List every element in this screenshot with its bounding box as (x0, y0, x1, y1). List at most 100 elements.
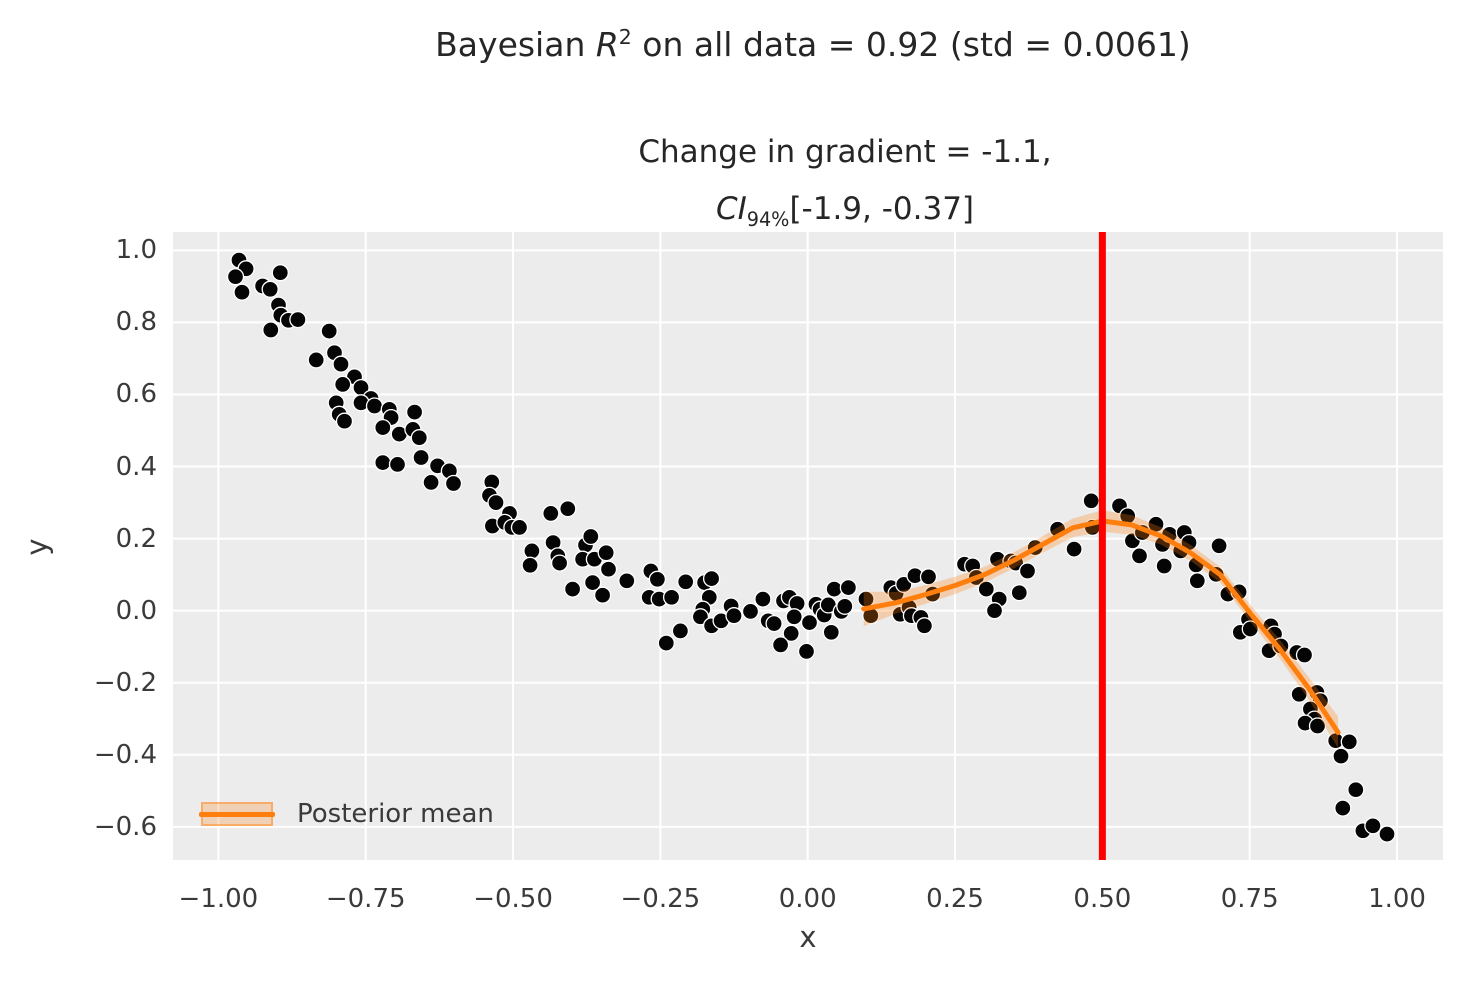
data-point (1188, 572, 1206, 590)
data-point (648, 570, 667, 588)
data-point (597, 544, 615, 562)
data-point (521, 556, 539, 574)
data-point (1295, 646, 1314, 664)
data-point (657, 634, 675, 652)
data-point (405, 403, 424, 421)
legend: Posterior mean (199, 799, 494, 829)
data-point (542, 504, 560, 523)
data-point (1340, 733, 1358, 751)
data-point (1130, 547, 1149, 565)
y-tick-label: 0.0 (115, 595, 157, 626)
y-tick-label: 0.6 (115, 379, 157, 410)
ci-symbol: CI (715, 191, 747, 227)
data-point (822, 623, 840, 641)
data-point (1347, 781, 1365, 799)
data-point (1241, 620, 1259, 638)
data-point (754, 590, 772, 608)
data-point (677, 573, 695, 591)
data-point (1334, 799, 1352, 817)
data-point (800, 613, 819, 632)
data-point (410, 429, 428, 447)
data-point (771, 636, 790, 654)
x-tick-label: 0.25 (926, 884, 984, 914)
data-point (1018, 562, 1037, 580)
data-point (919, 568, 938, 586)
data-point (593, 586, 612, 604)
data-point (1065, 540, 1083, 558)
data-point (741, 602, 760, 621)
data-point (836, 597, 854, 615)
data-point (662, 588, 681, 606)
data-point (985, 602, 1004, 620)
data-point (1290, 685, 1308, 703)
data-point (510, 518, 529, 537)
data-point (599, 560, 618, 578)
data-point (1010, 584, 1028, 602)
y-tick-label: 0.2 (115, 523, 157, 554)
legend-label: Posterior mean (297, 799, 494, 829)
data-point (1378, 825, 1396, 843)
data-point (1308, 717, 1327, 735)
axes-title: Change in gradient = -1.1, CI94%[-1.9, -… (225, 124, 1463, 238)
y-tick-label: 1.0 (115, 235, 157, 266)
y-tick-label: −0.2 (93, 667, 157, 698)
data-point (487, 493, 505, 512)
data-point (262, 321, 280, 339)
data-point (618, 572, 636, 590)
data-point (335, 412, 354, 430)
figure-title-rest: on all data = 0.92 (std = 0.0061) (631, 25, 1191, 64)
y-tick-label: 0.4 (115, 451, 157, 482)
posterior-mean-band-swatch (199, 802, 275, 826)
y-axis-label: y (20, 538, 54, 556)
data-point (1210, 537, 1228, 555)
data-point (226, 268, 245, 286)
data-point (765, 614, 783, 633)
data-point (915, 617, 934, 635)
x-tick-label: −0.50 (473, 884, 553, 914)
data-point (412, 448, 430, 467)
x-tick-label: 1.00 (1368, 884, 1426, 914)
data-point (797, 642, 816, 661)
data-point (271, 264, 289, 282)
data-point (233, 283, 251, 301)
data-point (785, 608, 803, 626)
data-point (550, 554, 569, 572)
x-tick-label: −1.00 (178, 884, 259, 914)
data-point (289, 310, 307, 329)
data-point (1364, 817, 1382, 835)
credible-band (863, 510, 1339, 749)
data-point (691, 608, 710, 626)
data-point (332, 355, 350, 373)
math-r-symbol: R (595, 25, 619, 64)
x-tick-label: 0.75 (1220, 884, 1279, 914)
data-point (523, 542, 541, 560)
data-point (1155, 557, 1173, 575)
figure-title-text: Bayesian (435, 25, 596, 64)
data-point (563, 580, 582, 598)
y-tick-label: 0.8 (115, 307, 157, 338)
data-point (1082, 492, 1100, 510)
data-point (320, 322, 338, 340)
data-point (422, 473, 440, 492)
data-point (559, 500, 577, 518)
ci-interval: [-1.9, -0.37] (789, 191, 975, 227)
data-point (365, 397, 384, 415)
data-point (583, 573, 602, 592)
data-point (1332, 747, 1350, 765)
data-point (334, 375, 352, 394)
data-point (702, 569, 721, 588)
posterior-mean-line-swatch (199, 811, 275, 817)
r-squared-exponent: 2 (618, 25, 632, 49)
data-point (782, 624, 800, 643)
data-point (374, 453, 392, 472)
x-axis-label: x (799, 920, 817, 954)
y-tick-label: −0.4 (93, 739, 157, 770)
data-point (671, 622, 690, 640)
x-tick-label: −0.25 (620, 884, 701, 914)
data-point (261, 280, 279, 298)
x-tick-label: 0.50 (1073, 884, 1132, 914)
data-point (388, 455, 407, 474)
axes-title-line2: CI94%[-1.9, -0.37] (225, 181, 1463, 238)
